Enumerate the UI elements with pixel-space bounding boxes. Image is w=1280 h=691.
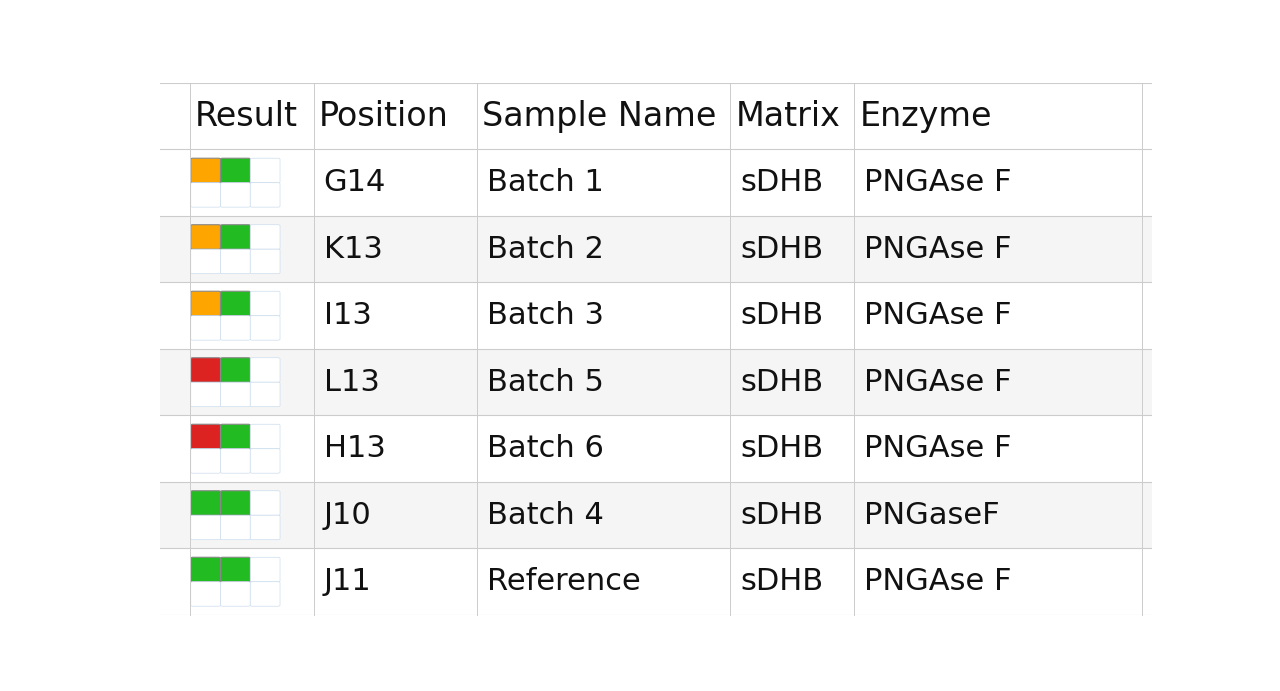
Text: J10: J10: [324, 501, 371, 530]
FancyBboxPatch shape: [220, 182, 251, 207]
Text: sDHB: sDHB: [740, 301, 823, 330]
FancyBboxPatch shape: [251, 158, 280, 182]
Bar: [160, 482, 1152, 549]
Text: Batch 4: Batch 4: [488, 501, 604, 530]
FancyBboxPatch shape: [251, 448, 280, 473]
FancyBboxPatch shape: [251, 358, 280, 382]
Text: Batch 3: Batch 3: [488, 301, 604, 330]
FancyBboxPatch shape: [220, 491, 251, 515]
FancyBboxPatch shape: [191, 225, 220, 249]
FancyBboxPatch shape: [251, 291, 280, 316]
Text: PNGAse F: PNGAse F: [864, 434, 1011, 463]
Bar: [160, 415, 1152, 482]
FancyBboxPatch shape: [220, 158, 251, 182]
Text: Batch 6: Batch 6: [488, 434, 604, 463]
FancyBboxPatch shape: [251, 582, 280, 606]
Text: Matrix: Matrix: [735, 100, 840, 133]
Text: PNGAse F: PNGAse F: [864, 168, 1011, 197]
FancyBboxPatch shape: [191, 491, 220, 515]
FancyBboxPatch shape: [220, 291, 251, 316]
FancyBboxPatch shape: [220, 582, 251, 606]
Text: Reference: Reference: [488, 567, 641, 596]
Text: Batch 5: Batch 5: [488, 368, 604, 397]
Text: PNGAse F: PNGAse F: [864, 301, 1011, 330]
Bar: [160, 216, 1152, 283]
FancyBboxPatch shape: [251, 424, 280, 448]
Text: Batch 1: Batch 1: [488, 168, 604, 197]
FancyBboxPatch shape: [251, 491, 280, 515]
Bar: [160, 83, 1152, 149]
Text: sDHB: sDHB: [740, 168, 823, 197]
FancyBboxPatch shape: [251, 316, 280, 340]
FancyBboxPatch shape: [191, 358, 220, 382]
Text: sDHB: sDHB: [740, 434, 823, 463]
Text: K13: K13: [324, 235, 383, 264]
Text: Result: Result: [195, 100, 298, 133]
FancyBboxPatch shape: [220, 424, 251, 448]
FancyBboxPatch shape: [220, 382, 251, 407]
FancyBboxPatch shape: [191, 182, 220, 207]
FancyBboxPatch shape: [220, 249, 251, 274]
Text: PNGaseF: PNGaseF: [864, 501, 1000, 530]
Text: sDHB: sDHB: [740, 567, 823, 596]
FancyBboxPatch shape: [220, 358, 251, 382]
FancyBboxPatch shape: [191, 448, 220, 473]
Bar: [160, 349, 1152, 415]
Text: Batch 2: Batch 2: [488, 235, 604, 264]
Text: Enzyme: Enzyme: [859, 100, 992, 133]
FancyBboxPatch shape: [220, 316, 251, 340]
FancyBboxPatch shape: [191, 316, 220, 340]
Text: sDHB: sDHB: [740, 501, 823, 530]
FancyBboxPatch shape: [191, 382, 220, 407]
FancyBboxPatch shape: [251, 557, 280, 582]
Text: J11: J11: [324, 567, 371, 596]
FancyBboxPatch shape: [220, 515, 251, 540]
FancyBboxPatch shape: [251, 249, 280, 274]
FancyBboxPatch shape: [220, 225, 251, 249]
FancyBboxPatch shape: [251, 515, 280, 540]
FancyBboxPatch shape: [220, 448, 251, 473]
Bar: [160, 283, 1152, 349]
FancyBboxPatch shape: [220, 557, 251, 582]
Text: L13: L13: [324, 368, 380, 397]
FancyBboxPatch shape: [191, 291, 220, 316]
Text: Sample Name: Sample Name: [483, 100, 717, 133]
FancyBboxPatch shape: [251, 225, 280, 249]
Text: PNGAse F: PNGAse F: [864, 368, 1011, 397]
FancyBboxPatch shape: [251, 382, 280, 407]
Text: Position: Position: [319, 100, 448, 133]
Text: H13: H13: [324, 434, 385, 463]
FancyBboxPatch shape: [191, 424, 220, 448]
FancyBboxPatch shape: [191, 515, 220, 540]
FancyBboxPatch shape: [191, 557, 220, 582]
Text: sDHB: sDHB: [740, 235, 823, 264]
Bar: [160, 549, 1152, 615]
Text: G14: G14: [324, 168, 387, 197]
Bar: [160, 149, 1152, 216]
Text: I13: I13: [324, 301, 371, 330]
FancyBboxPatch shape: [191, 158, 220, 182]
Text: sDHB: sDHB: [740, 368, 823, 397]
FancyBboxPatch shape: [191, 249, 220, 274]
FancyBboxPatch shape: [191, 582, 220, 606]
Text: PNGAse F: PNGAse F: [864, 235, 1011, 264]
FancyBboxPatch shape: [251, 182, 280, 207]
Text: PNGAse F: PNGAse F: [864, 567, 1011, 596]
